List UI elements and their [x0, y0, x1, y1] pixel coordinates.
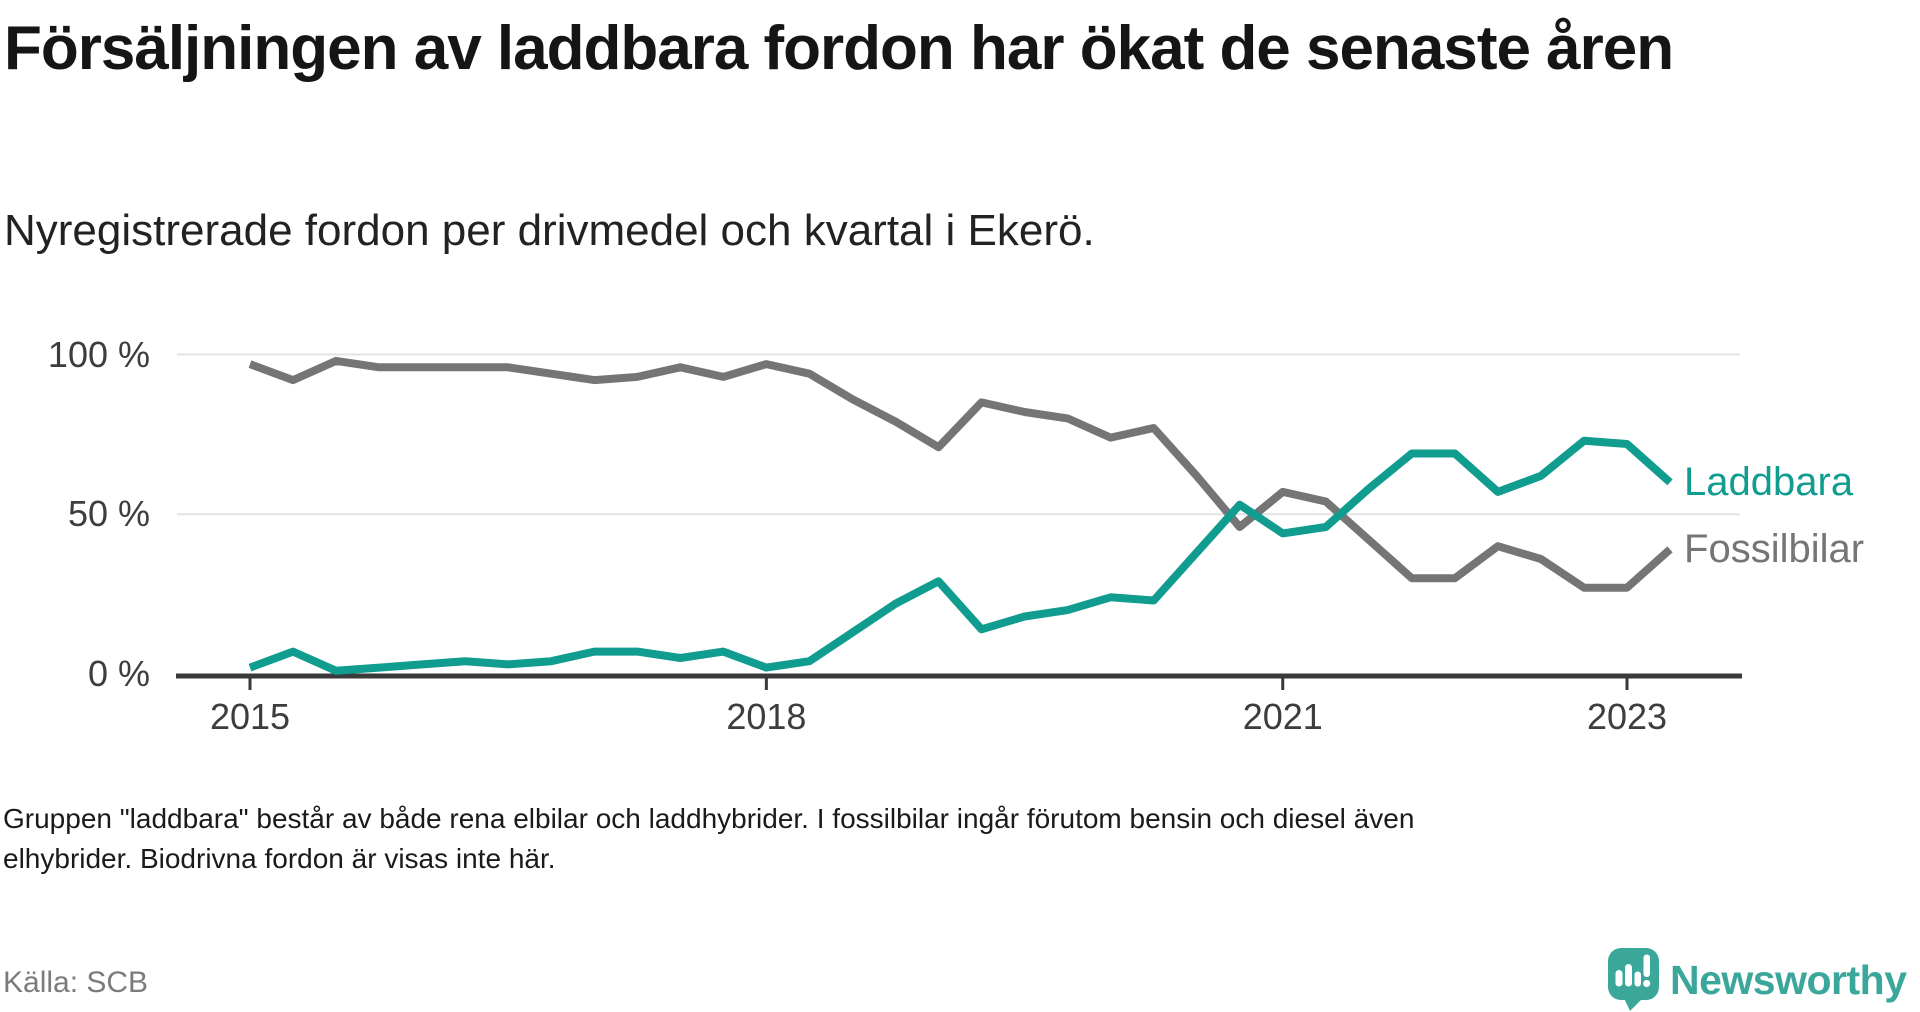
line-chart	[176, 353, 1742, 690]
x-tick-label: 2023	[1586, 696, 1668, 737]
newsworthy-logo-text: Newsworthy	[1670, 957, 1907, 1003]
x-tick-label: 2015	[209, 696, 291, 737]
chart-title: Försäljningen av laddbara fordon har öka…	[4, 14, 1674, 83]
fossilbilar-line	[248, 356, 1673, 592]
footnote-line2: elhybrider. Biodrivna fordon är visas in…	[3, 843, 556, 874]
y-tick-label: 50 %	[67, 493, 150, 535]
series-end-label: Fossilbilar	[1684, 527, 1865, 572]
series-end-label: Laddbara	[1684, 460, 1854, 505]
laddbara-line	[248, 436, 1673, 675]
chart-subtitle: Nyregistrerade fordon per drivmedel och …	[4, 206, 1095, 255]
y-tick-label: 0 %	[87, 653, 150, 694]
footnote-line1: Gruppen "laddbara" består av både rena e…	[3, 803, 1415, 834]
x-tick-label: 2018	[726, 696, 807, 737]
source-label: Källa: SCB	[3, 966, 149, 999]
y-tick-label: 100 %	[47, 333, 150, 375]
x-tick-label: 2021	[1242, 696, 1323, 737]
newsworthy-logo-icon	[1608, 948, 1659, 1011]
